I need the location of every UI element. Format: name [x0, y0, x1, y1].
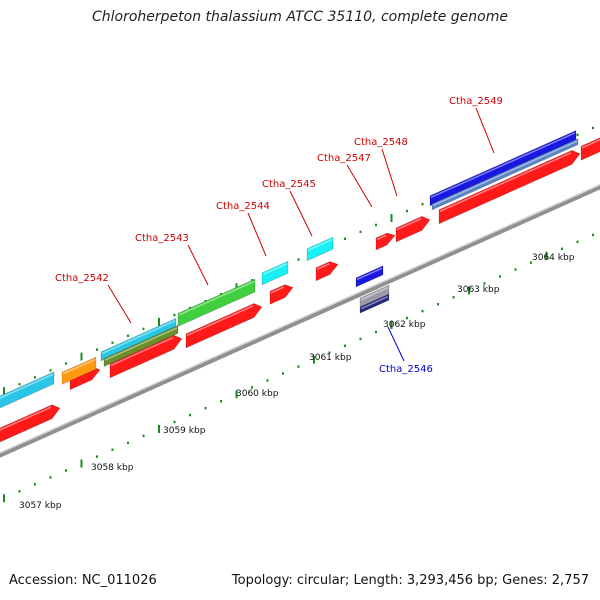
gene-block — [395, 216, 431, 243]
kbp-tick-label: 3061 kbp — [309, 353, 352, 363]
gene-label: Ctha_2542 — [55, 273, 109, 284]
gene-block — [375, 232, 396, 251]
kbp-tick-label: 3060 kbp — [236, 389, 279, 399]
gene-label: Ctha_2547 — [317, 153, 371, 164]
gene-block-shine — [62, 358, 96, 375]
gene-block-shine — [110, 336, 174, 367]
gene-leader-line — [381, 148, 398, 197]
gene-block — [269, 284, 294, 305]
gene-label: Ctha_2549 — [449, 96, 503, 107]
gene-leader-line — [346, 164, 373, 208]
gene-leader-line — [107, 284, 132, 324]
gene-label: Ctha_2548 — [354, 137, 408, 148]
gene-block — [359, 293, 390, 314]
kbp-tick-label: 3062 kbp — [383, 320, 426, 330]
gene-block — [438, 149, 581, 225]
kbp-tick-label: 3058 kbp — [91, 463, 134, 473]
gene-block-shine — [0, 373, 54, 399]
gene-block — [185, 303, 263, 349]
kbp-tick-label: 3057 kbp — [19, 501, 62, 511]
gene-label: Ctha_2545 — [262, 179, 316, 190]
genome-backbone-highlight — [0, 184, 600, 454]
gene-block-shine — [186, 305, 254, 337]
gene-block-shine — [356, 267, 383, 281]
gene-leader-line — [387, 326, 405, 362]
gene-block — [61, 356, 97, 385]
gene-block-shine — [360, 286, 389, 301]
gene-block-shine — [307, 238, 333, 252]
kbp-tick-label: 3063 kbp — [457, 285, 500, 295]
gene-block — [355, 265, 384, 288]
gene-block-shine — [360, 295, 389, 310]
gene-block-shine — [396, 218, 422, 231]
gene-block-shine — [316, 263, 330, 270]
genome-info-label: Topology: circular; Length: 3,293,456 bp… — [231, 573, 589, 588]
gene-leader-line — [289, 190, 313, 237]
gene-block-shine — [270, 286, 285, 294]
gene-block — [580, 137, 600, 161]
gene-label: Ctha_2543 — [135, 233, 189, 244]
accession-label: Accession: NC_011026 — [9, 573, 157, 588]
gene-block — [0, 404, 61, 443]
gene-block-shine — [262, 263, 288, 276]
gene-block — [431, 138, 579, 211]
gene-block — [103, 324, 179, 367]
gene-block-shine — [178, 280, 255, 316]
gene-block-shine — [439, 152, 572, 213]
genome-backbone — [0, 184, 600, 458]
gene-leader-line — [247, 212, 267, 257]
gene-leader-line — [475, 107, 495, 154]
gene-label: Ctha_2544 — [216, 201, 270, 212]
gene-block — [306, 236, 334, 262]
gene-block — [0, 371, 55, 409]
gene-label: Ctha_2546 — [379, 364, 433, 375]
gene-block — [177, 278, 256, 327]
gene-block-shine — [581, 138, 600, 149]
gene-block — [261, 260, 289, 286]
gene-block-shine — [101, 320, 176, 355]
gene-block-shine — [376, 234, 387, 241]
gene-block-shine — [104, 327, 178, 361]
kbp-tick-label: 3059 kbp — [163, 426, 206, 436]
gene-block-shine — [0, 406, 52, 431]
gene-block — [315, 261, 339, 282]
gene-block-shine — [430, 132, 576, 199]
map-title: Chloroherpeton thalassium ATCC 35110, co… — [92, 9, 508, 25]
gene-block-shine — [432, 140, 578, 207]
gene-leader-line — [187, 244, 209, 286]
kbp-tick-label: 3064 kbp — [532, 253, 575, 263]
